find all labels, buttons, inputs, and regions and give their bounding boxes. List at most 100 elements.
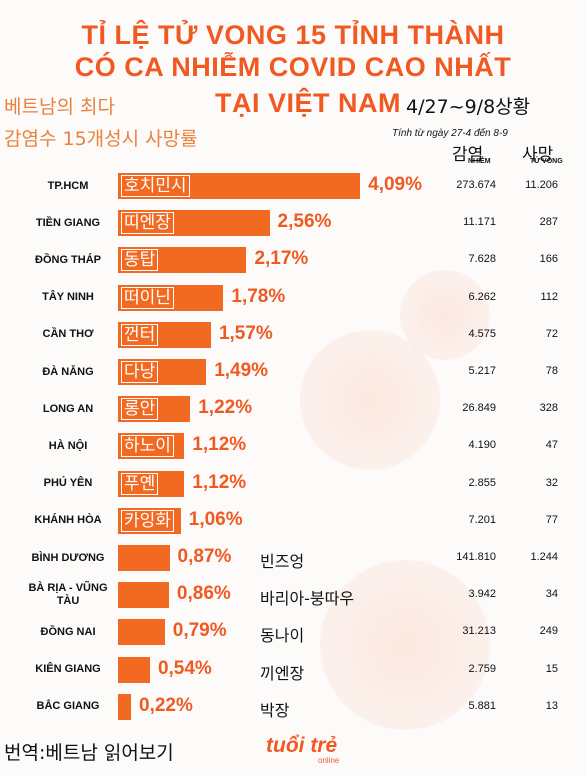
category-label: BÀ RỊA - VŨNG TÀU — [28, 582, 108, 608]
deaths-cell: 77 — [545, 513, 558, 526]
deaths-cell: 112 — [540, 290, 558, 303]
deaths-cell: 15 — [545, 662, 558, 675]
category-label-ko: 호치민시 — [121, 175, 190, 197]
category-label: HÀ NỘI — [48, 439, 88, 452]
category-label: CẦN THƠ — [42, 328, 94, 341]
category-label: ĐỒNG NAI — [40, 625, 96, 638]
bar — [118, 545, 170, 571]
category-label-ko: 떠이닌 — [121, 286, 174, 309]
category-label-ko: 다낭 — [121, 361, 159, 383]
deaths-cell: 328 — [539, 402, 558, 415]
column-header-ko: 사망 — [522, 145, 554, 165]
category-label-ko: 껀터 — [121, 323, 159, 346]
logo: tuổi trẻ — [266, 734, 338, 757]
bar — [118, 173, 361, 199]
category-label: BẮC GIANG — [36, 700, 100, 713]
deaths-cell: 13 — [545, 699, 558, 712]
category-label: PHÚ YÊN — [43, 477, 93, 490]
title-line: TỈ LỆ TỬ VONG 15 TỈNH THÀNH — [81, 20, 505, 50]
category-label: TIỀN GIANG — [35, 216, 101, 229]
category-label: TÂY NINH — [42, 291, 94, 304]
value-label: 0,87% — [177, 546, 232, 567]
deaths-cell: 1.244 — [530, 551, 558, 563]
deaths-cell: 34 — [545, 588, 558, 601]
infections-cell: 31.213 — [462, 625, 496, 638]
category-label: TP.HCM — [47, 179, 89, 192]
bar — [118, 396, 191, 423]
category-label-ko: 동탑 — [121, 249, 159, 272]
infections-cell: 5.881 — [468, 699, 496, 712]
value-label: 0,79% — [172, 620, 227, 642]
value-label: 0,86% — [176, 583, 231, 605]
category-label-ko: 카잉화 — [121, 509, 174, 532]
virus-decoration — [320, 560, 490, 730]
bar — [118, 359, 207, 385]
korean-title: 4/27~9/8상황 — [406, 96, 531, 118]
deaths-cell: 287 — [539, 216, 558, 229]
deaths-cell: 249 — [539, 625, 558, 638]
deaths-cell: 166 — [539, 253, 558, 266]
infections-cell: 11.171 — [463, 216, 496, 229]
category-label: ĐÀ NẴNG — [42, 365, 94, 378]
category-label: KHÁNH HÒA — [34, 514, 102, 527]
category-label-ko: 박장 — [260, 700, 290, 720]
infections-cell: 2.855 — [468, 476, 496, 489]
deaths-cell: 47 — [545, 439, 558, 452]
korean-title: 베트남의 최다 — [4, 96, 115, 118]
category-label: LONG AN — [42, 402, 94, 415]
bar — [118, 210, 270, 237]
infections-cell: 26.849 — [462, 402, 496, 415]
category-label-ko: 롱안 — [121, 398, 159, 421]
bar — [118, 619, 165, 646]
bar — [118, 247, 247, 274]
value-label: 1,49% — [214, 360, 269, 381]
deaths-cell: 32 — [545, 476, 558, 489]
value-label: 1,12% — [192, 434, 247, 456]
bar — [118, 321, 211, 348]
category-label-ko: 빈즈엉 — [260, 552, 305, 571]
value-label: 2,56% — [277, 211, 332, 233]
category-label-ko: 푸옌 — [121, 472, 159, 495]
infections-cell: 7.628 — [468, 253, 496, 266]
category-label: ĐỒNG THÁP — [35, 253, 101, 266]
column-header: TỬ VONG — [530, 158, 563, 165]
infections-cell: 3.942 — [468, 588, 496, 601]
deaths-cell: 78 — [545, 365, 558, 377]
bar — [118, 284, 224, 311]
subtitle: Tính từ ngày 27-4 đến 8-9 — [392, 128, 508, 139]
virus-decoration — [400, 270, 490, 360]
bar — [118, 693, 132, 720]
logo-suffix: online — [318, 756, 340, 765]
infections-cell: 141.810 — [456, 551, 496, 563]
infections-cell: 273.674 — [456, 179, 496, 191]
category-label-ko: 띠엔장 — [121, 212, 174, 235]
category-label: KIÊN GIANG — [35, 663, 101, 676]
infections-cell: 4.190 — [468, 439, 496, 452]
value-label: 1,06% — [188, 508, 243, 530]
category-label-ko: 동나이 — [260, 626, 305, 646]
category-label-ko: 끼엔장 — [260, 663, 305, 683]
value-label: 2,17% — [254, 248, 309, 270]
value-label: 1,12% — [192, 471, 247, 493]
deaths-cell: 72 — [545, 327, 558, 340]
virus-decoration — [300, 330, 440, 470]
bar — [118, 470, 185, 497]
category-label-ko: 바리아-붕따우 — [260, 589, 355, 609]
deaths-cell: 11.206 — [525, 179, 558, 191]
infections-cell: 6.262 — [468, 290, 496, 303]
column-header-ko: 감염 — [452, 145, 484, 165]
bar — [118, 582, 169, 609]
category-label-ko: 하노이 — [121, 435, 174, 458]
value-label: 1,57% — [218, 322, 273, 344]
infections-cell: 2.759 — [468, 662, 496, 675]
infections-cell: 7.201 — [468, 513, 496, 526]
infections-cell: 5.217 — [468, 365, 496, 377]
column-header: NHIỄM — [468, 158, 491, 165]
value-label: 1,22% — [198, 397, 253, 419]
title-line: CÓ CA NHIỄM COVID CAO NHẤT — [74, 52, 512, 82]
value-label: 4,09% — [368, 174, 422, 195]
value-label: 0,22% — [139, 694, 193, 716]
title-line: TẠI VIỆT NAM — [215, 88, 401, 118]
bar — [118, 507, 181, 534]
